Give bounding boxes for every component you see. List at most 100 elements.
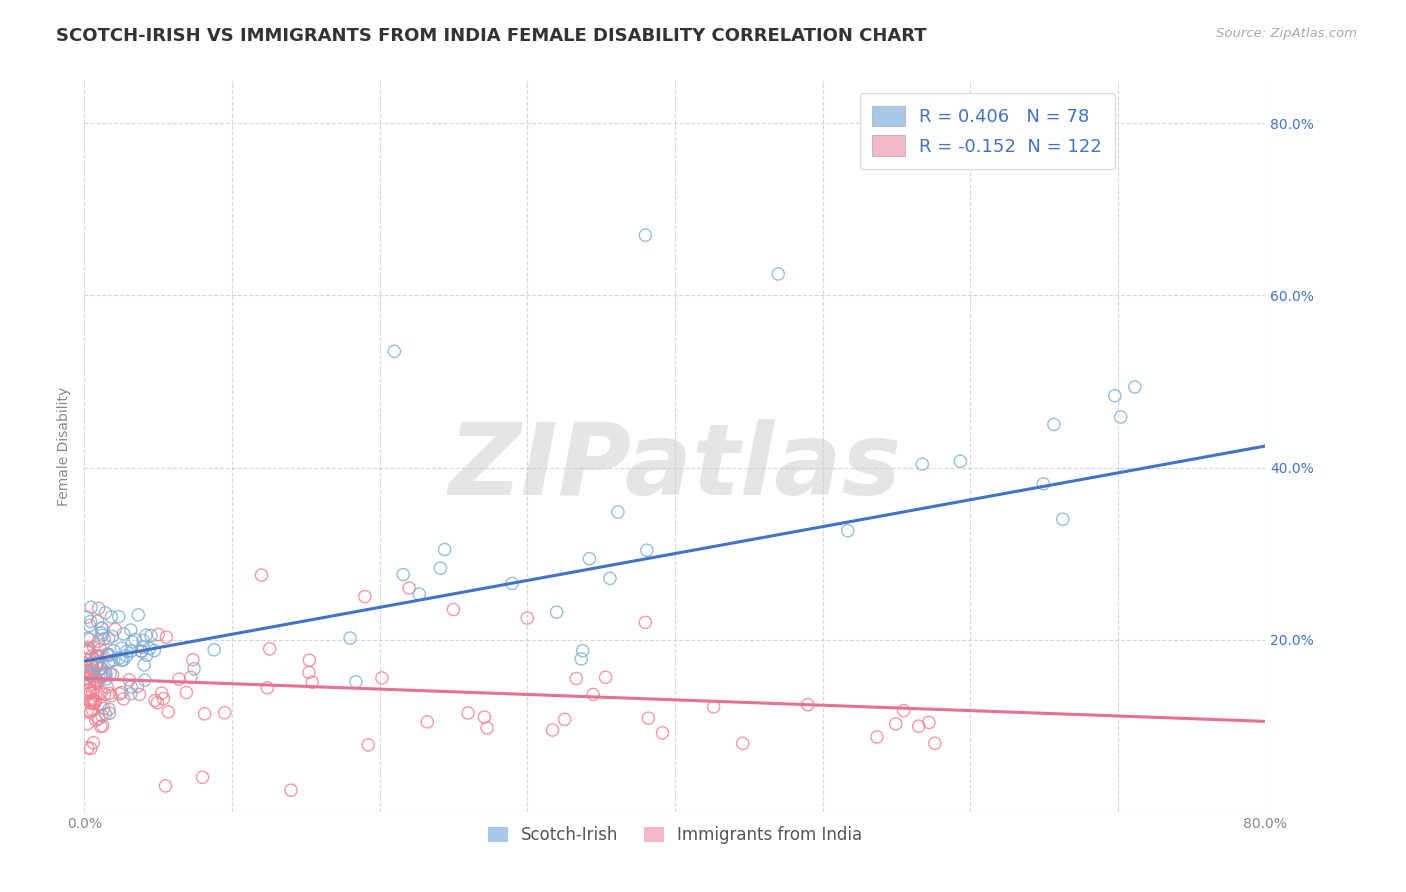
Point bbox=[120, 623, 142, 637]
Point bbox=[82, 693, 104, 707]
Point bbox=[256, 681, 278, 695]
Point bbox=[80, 662, 103, 676]
Point bbox=[77, 682, 100, 697]
Point bbox=[82, 659, 104, 673]
Point bbox=[93, 687, 115, 701]
Point bbox=[202, 642, 225, 657]
Point bbox=[84, 713, 107, 727]
Point bbox=[112, 653, 135, 667]
Point bbox=[87, 601, 110, 615]
Point bbox=[83, 697, 105, 711]
Point bbox=[93, 632, 115, 646]
Point bbox=[86, 673, 108, 687]
Point bbox=[87, 711, 110, 725]
Point bbox=[76, 740, 98, 755]
Point bbox=[83, 672, 105, 686]
Point bbox=[86, 655, 108, 669]
Point bbox=[80, 649, 103, 664]
Point bbox=[298, 665, 321, 680]
Point bbox=[80, 600, 103, 615]
Point bbox=[94, 665, 117, 680]
Point bbox=[83, 681, 105, 695]
Point bbox=[82, 696, 104, 710]
Point bbox=[97, 632, 120, 646]
Point bbox=[371, 671, 394, 685]
Point bbox=[1123, 380, 1146, 394]
Point bbox=[148, 627, 170, 641]
Point bbox=[866, 730, 889, 744]
Point bbox=[80, 658, 103, 673]
Point bbox=[100, 610, 122, 624]
Point bbox=[167, 672, 190, 686]
Point bbox=[120, 680, 142, 694]
Point bbox=[565, 672, 588, 686]
Point bbox=[84, 658, 107, 673]
Point bbox=[98, 706, 121, 721]
Point bbox=[79, 686, 101, 700]
Point bbox=[354, 590, 377, 604]
Point bbox=[606, 505, 628, 519]
Point bbox=[132, 640, 155, 655]
Point bbox=[87, 649, 110, 664]
Point bbox=[554, 712, 576, 726]
Point bbox=[89, 642, 111, 657]
Point bbox=[89, 698, 111, 712]
Point bbox=[115, 644, 138, 658]
Point bbox=[90, 662, 112, 676]
Point bbox=[146, 696, 169, 710]
Point bbox=[457, 706, 479, 720]
Point bbox=[96, 647, 118, 661]
Point bbox=[107, 609, 129, 624]
Point bbox=[75, 653, 97, 667]
Point bbox=[416, 714, 439, 729]
Text: ZIPatlas: ZIPatlas bbox=[449, 419, 901, 516]
Point bbox=[120, 644, 142, 658]
Point bbox=[84, 694, 107, 708]
Point bbox=[907, 719, 929, 733]
Point bbox=[90, 649, 112, 664]
Point bbox=[115, 648, 138, 663]
Point bbox=[76, 610, 98, 624]
Point bbox=[651, 726, 673, 740]
Point bbox=[443, 602, 465, 616]
Point bbox=[382, 344, 406, 359]
Point bbox=[97, 648, 120, 663]
Point bbox=[183, 662, 205, 676]
Point bbox=[104, 623, 127, 637]
Point bbox=[96, 680, 118, 694]
Point bbox=[429, 561, 451, 575]
Point bbox=[112, 692, 135, 706]
Point bbox=[582, 688, 605, 702]
Point bbox=[76, 717, 98, 731]
Point bbox=[152, 691, 174, 706]
Point bbox=[83, 640, 105, 655]
Point bbox=[357, 738, 380, 752]
Point bbox=[80, 669, 103, 683]
Point bbox=[475, 721, 498, 735]
Point bbox=[731, 736, 754, 750]
Point bbox=[80, 665, 103, 680]
Point bbox=[76, 640, 98, 655]
Point bbox=[79, 668, 101, 682]
Point bbox=[797, 698, 820, 712]
Point bbox=[884, 716, 907, 731]
Point bbox=[541, 723, 564, 737]
Point bbox=[91, 708, 114, 723]
Point bbox=[93, 667, 115, 681]
Point bbox=[76, 645, 98, 659]
Point bbox=[77, 644, 100, 658]
Point bbox=[90, 668, 112, 682]
Point bbox=[110, 641, 132, 656]
Point bbox=[181, 653, 204, 667]
Point bbox=[636, 543, 658, 558]
Point bbox=[76, 671, 98, 685]
Point bbox=[103, 644, 125, 658]
Point bbox=[634, 228, 657, 243]
Point bbox=[134, 657, 156, 672]
Point bbox=[129, 644, 152, 658]
Text: SCOTCH-IRISH VS IMMIGRANTS FROM INDIA FEMALE DISABILITY CORRELATION CHART: SCOTCH-IRISH VS IMMIGRANTS FROM INDIA FE… bbox=[56, 27, 927, 45]
Point bbox=[84, 648, 107, 663]
Point bbox=[143, 693, 166, 707]
Point bbox=[194, 706, 217, 721]
Point bbox=[176, 685, 198, 699]
